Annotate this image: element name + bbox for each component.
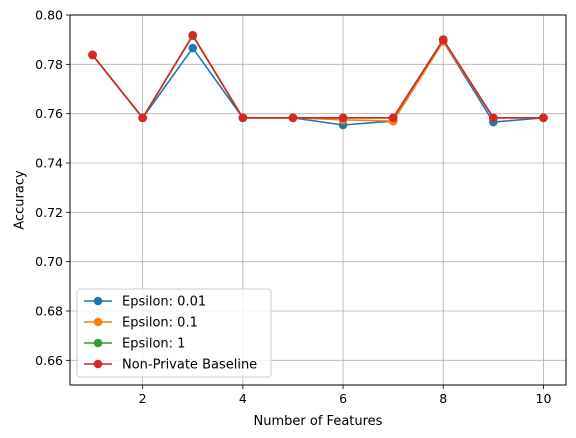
y-tick-label: 0.78	[35, 57, 63, 72]
x-tick-label: 2	[139, 391, 147, 406]
legend-item: Epsilon: 0.1	[84, 316, 198, 331]
data-point	[188, 43, 198, 53]
y-tick-label: 0.68	[35, 304, 63, 319]
x-tick-label: 8	[439, 391, 447, 406]
legend-label: Epsilon: 0.1	[122, 316, 198, 331]
x-tick-label: 4	[239, 391, 247, 406]
data-point	[438, 35, 448, 44]
data-point	[238, 113, 248, 123]
legend-item: Epsilon: 0.01	[84, 295, 206, 310]
y-tick-label: 0.66	[35, 353, 63, 368]
y-tick-label: 0.70	[35, 254, 63, 269]
legend-box	[76, 288, 272, 378]
series-layer	[88, 30, 548, 130]
y-tick-label: 0.72	[35, 205, 63, 220]
legend-item: Epsilon: 1	[84, 337, 185, 352]
data-point	[188, 30, 198, 40]
data-point	[138, 113, 147, 123]
x-tick-label: 6	[339, 391, 347, 406]
x-axis-label: Number of Features	[254, 414, 383, 429]
data-point	[288, 113, 298, 123]
data-point	[539, 113, 548, 123]
y-axis: 0.66 0.68 0.70 0.72 0.74 0.76 0.78 0.80	[35, 8, 70, 368]
legend-marker	[93, 317, 103, 327]
data-point	[388, 113, 398, 123]
legend-item: Non-Private Baseline	[84, 358, 257, 373]
y-axis-label: Accuracy	[13, 170, 28, 230]
x-axis: 2 4 6 8 10	[139, 385, 552, 406]
data-point	[88, 50, 97, 60]
legend-marker	[93, 296, 103, 306]
x-tick-label: 10	[536, 391, 552, 406]
legend-marker	[93, 338, 103, 348]
legend-label: Epsilon: 0.01	[122, 295, 206, 310]
plot-frame	[69, 14, 567, 386]
y-tick-label: 0.76	[35, 106, 63, 121]
series-line	[91, 40, 544, 126]
series-line	[91, 34, 544, 119]
legend-label: Epsilon: 1	[122, 337, 185, 352]
data-point	[489, 113, 498, 123]
legend-marker	[93, 359, 103, 369]
legend-label: Non-Private Baseline	[122, 358, 257, 373]
data-point	[338, 113, 348, 123]
y-tick-label: 0.74	[35, 156, 63, 171]
series-4	[88, 30, 548, 123]
legend: Epsilon: 0.01 Epsilon: 0.1 Epsilon: 1 Non-P…	[76, 288, 272, 378]
y-tick-label: 0.80	[35, 8, 63, 23]
